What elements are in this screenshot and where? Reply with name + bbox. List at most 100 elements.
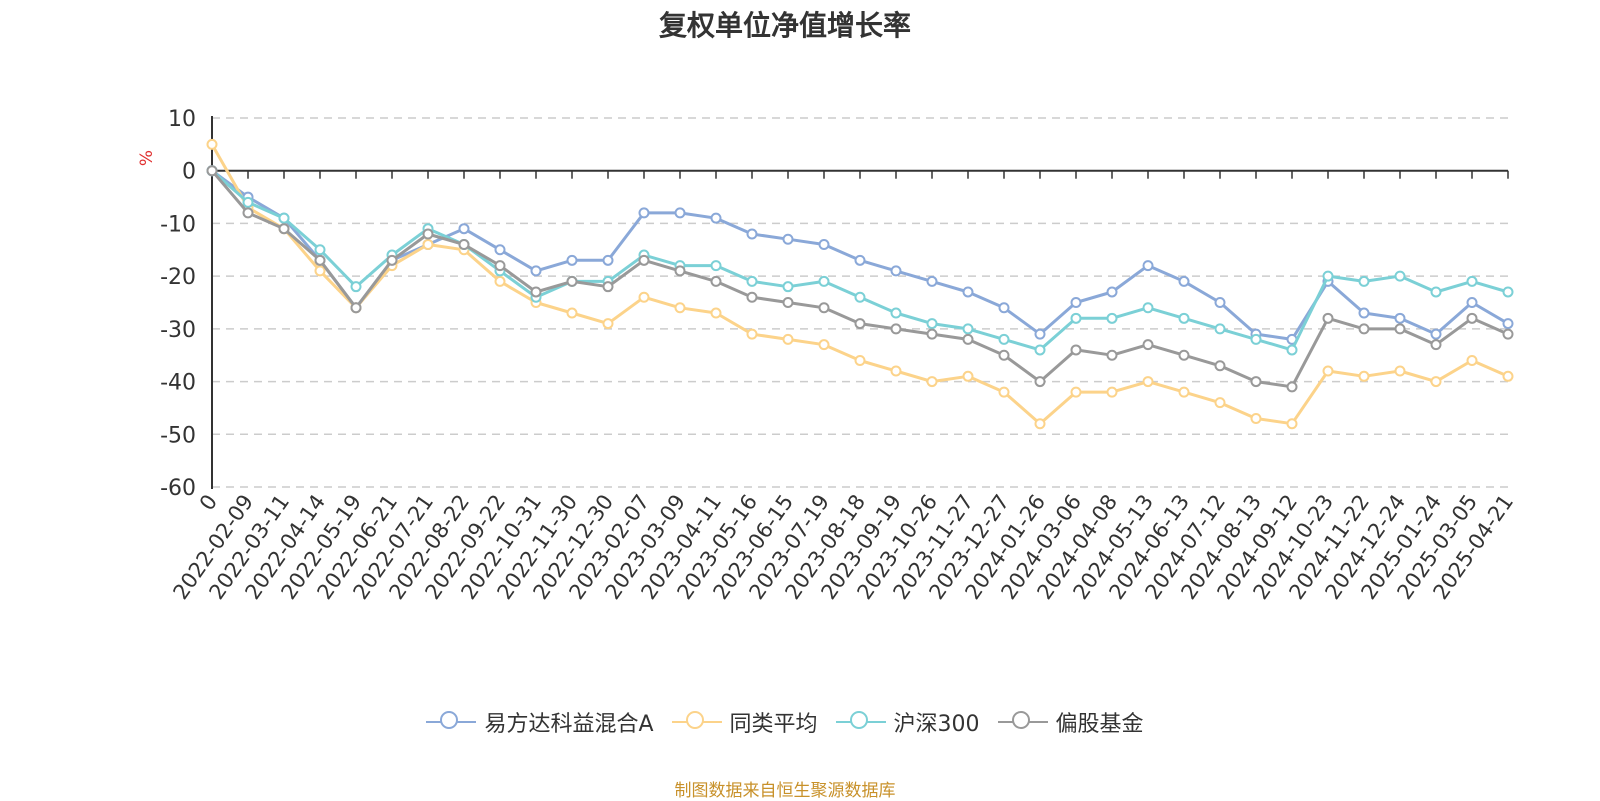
data-point xyxy=(638,291,650,303)
legend-label: 沪深300 xyxy=(893,712,980,737)
y-tick-label: -20 xyxy=(160,265,196,290)
data-point xyxy=(1178,275,1190,287)
data-point xyxy=(1394,270,1406,282)
data-point xyxy=(1394,365,1406,377)
series-2 xyxy=(206,138,1514,430)
data-point xyxy=(242,207,254,219)
data-point xyxy=(602,281,614,293)
data-point xyxy=(602,254,614,266)
legend-marker-icon xyxy=(835,710,886,734)
data-point xyxy=(278,212,290,224)
data-point xyxy=(530,286,542,298)
y-tick-label: -60 xyxy=(160,476,196,501)
data-point xyxy=(1142,260,1154,272)
data-point xyxy=(1502,328,1514,340)
data-point xyxy=(1106,386,1118,398)
data-point xyxy=(1106,312,1118,324)
data-point xyxy=(674,302,686,314)
data-point xyxy=(1214,297,1226,308)
data-point xyxy=(710,275,722,287)
data-point xyxy=(926,328,938,340)
data-point xyxy=(1214,360,1226,372)
data-point xyxy=(674,265,686,277)
data-point xyxy=(998,349,1010,361)
line-chart: 100-10-20-30-40-50-60%02022-02-092022-03… xyxy=(137,107,1518,604)
data-point xyxy=(998,302,1010,314)
legend-label: 同类平均 xyxy=(729,712,818,737)
data-point xyxy=(242,196,254,208)
data-point xyxy=(782,297,794,308)
data-point xyxy=(854,318,866,330)
data-point xyxy=(782,281,794,293)
data-point xyxy=(314,244,326,256)
data-point xyxy=(530,265,542,277)
y-tick-label: 10 xyxy=(168,107,196,132)
series-1 xyxy=(206,165,1514,345)
y-tick-label: 0 xyxy=(182,160,196,185)
data-point xyxy=(458,223,470,235)
data-point xyxy=(890,323,902,335)
data-point xyxy=(1178,349,1190,361)
legend-marker-icon xyxy=(671,710,722,734)
data-point xyxy=(962,286,974,298)
y-tick-label: -50 xyxy=(160,423,196,448)
legend-item[interactable]: 同类平均 xyxy=(671,706,818,738)
data-point xyxy=(854,254,866,266)
legend-item[interactable]: 沪深300 xyxy=(835,706,980,738)
data-point xyxy=(494,244,506,256)
data-point xyxy=(494,275,506,287)
series-4 xyxy=(206,165,1514,393)
data-point xyxy=(962,333,974,345)
data-point xyxy=(926,318,938,330)
data-point xyxy=(1034,328,1046,340)
data-point xyxy=(710,212,722,224)
data-point xyxy=(1430,328,1442,340)
data-point xyxy=(602,318,614,330)
legend-marker-icon xyxy=(426,710,477,734)
data-point xyxy=(1070,344,1082,356)
data-point xyxy=(422,228,434,240)
legend-label: 偏股基金 xyxy=(1055,712,1144,737)
data-point xyxy=(458,239,470,251)
data-point xyxy=(710,307,722,319)
legend-item[interactable]: 易方达科益混合A xyxy=(426,706,654,738)
data-point xyxy=(1034,376,1046,388)
data-point xyxy=(782,233,794,245)
data-point xyxy=(350,281,362,293)
data-point xyxy=(1430,376,1442,388)
data-point xyxy=(746,275,758,287)
data-point xyxy=(746,291,758,303)
data-point xyxy=(998,333,1010,345)
data-point xyxy=(1214,397,1226,409)
source-note: 制图数据来自恒生聚源数据库 xyxy=(674,781,896,801)
data-point xyxy=(1466,275,1478,287)
y-tick-label: -10 xyxy=(160,212,196,237)
legend-marker-icon xyxy=(997,710,1048,734)
data-point xyxy=(998,386,1010,398)
data-point xyxy=(1070,297,1082,308)
data-point xyxy=(350,302,362,314)
data-point xyxy=(566,275,578,287)
data-point xyxy=(1106,349,1118,361)
data-point xyxy=(674,207,686,219)
data-point xyxy=(1070,386,1082,398)
x-tick-label: 0 xyxy=(195,490,222,515)
data-point xyxy=(1106,286,1118,298)
data-point xyxy=(1178,386,1190,398)
data-point xyxy=(1358,275,1370,287)
data-point xyxy=(1142,302,1154,314)
data-point xyxy=(782,333,794,345)
y-axis-label: % xyxy=(137,150,157,166)
data-point xyxy=(746,328,758,340)
data-point xyxy=(1142,376,1154,388)
chart-title: 复权单位净值增长率 xyxy=(658,9,911,42)
series-line xyxy=(210,169,1509,389)
data-point xyxy=(1322,270,1334,282)
data-point xyxy=(1214,323,1226,335)
legend-item[interactable]: 偏股基金 xyxy=(997,706,1144,738)
data-point xyxy=(710,260,722,272)
data-point xyxy=(818,239,830,251)
data-point xyxy=(926,376,938,388)
data-point xyxy=(1430,286,1442,298)
data-point xyxy=(1394,312,1406,324)
